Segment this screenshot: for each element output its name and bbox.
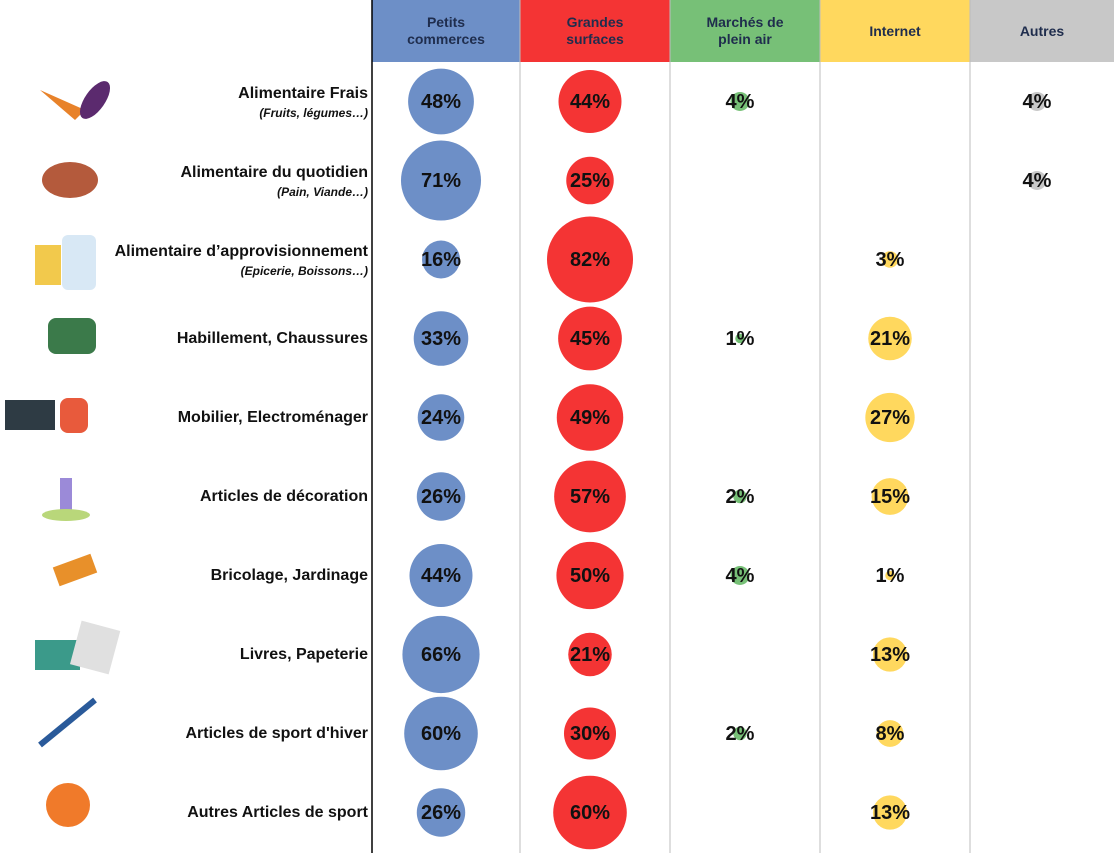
bubble-table: 48% 44% 4% 4% 71% 25% 4% 16% 82% 3% 33% 45% 1% 21% 24%… [0,0,1114,853]
value-label: 4% [1023,170,1052,192]
value-label: 21% [570,644,610,666]
desk-icon [5,400,55,430]
candle-icon [60,478,72,510]
candle-base-icon [42,509,90,521]
category: Habillement, Chaussures [110,328,368,350]
value-label: 3% [876,249,905,271]
column-header: Internet [820,0,970,62]
category: Alimentaire Frais [110,83,368,105]
value-label: 25% [570,170,610,192]
row-label: Alimentaire du quotidien(Pain, Viande…) [110,141,368,220]
category-note: (Pain, Viande…) [110,184,368,200]
jar-icon [35,245,61,285]
value-label: 30% [570,723,610,745]
row-label: Bricolage, Jardinage [110,536,368,615]
value-label: 15% [870,486,910,508]
value-label: 50% [570,565,610,587]
category: Articles de décoration [110,486,368,508]
column-header: Marchés de plein air [670,0,820,62]
row-label: Alimentaire Frais(Fruits, légumes…) [110,62,368,141]
row-label: Articles de sport d'hiver [110,694,368,773]
value-label: 2% [726,486,755,508]
meat-icon [42,162,98,198]
category: Autres Articles de sport [110,802,368,824]
ball-icon [46,783,90,827]
value-label: 60% [421,723,461,745]
value-label: 48% [421,91,461,113]
value-label: 4% [726,91,755,113]
icons [5,76,120,827]
value-label: 57% [570,486,610,508]
value-label: 16% [421,249,461,271]
bottle-icon [62,235,96,290]
category: Livres, Papeterie [110,644,368,666]
value-label: 2% [726,723,755,745]
value-label: 27% [870,407,910,429]
row-label: Livres, Papeterie [110,615,368,694]
value-label: 4% [726,565,755,587]
value-label: 1% [726,328,755,350]
category: Bricolage, Jardinage [110,565,368,587]
column-header: Grandes surfaces [520,0,670,62]
row-label: Mobilier, Electroménager [110,378,368,457]
row-label: Alimentaire d’approvisionnement(Epicerie… [110,220,368,299]
value-label: 45% [570,328,610,350]
value-label: 1% [876,565,905,587]
value-label: 66% [421,644,461,666]
value-label: 60% [570,802,610,824]
clothes-icon [48,318,96,354]
category: Articles de sport d'hiver [110,723,368,745]
value-label: 4% [1023,91,1052,113]
category-note: (Fruits, légumes…) [110,105,368,121]
category: Alimentaire du quotidien [110,162,368,184]
ski-icon [40,700,95,745]
category-note: (Epicerie, Boissons…) [110,263,368,279]
value-label: 49% [570,407,610,429]
value-label: 71% [421,170,461,192]
value-label: 21% [870,328,910,350]
category: Mobilier, Electroménager [110,407,368,429]
appliance-icon [60,398,88,433]
value-label: 44% [421,565,461,587]
value-label: 13% [870,802,910,824]
row-label: Autres Articles de sport [110,773,368,852]
drill-icon [53,554,97,586]
value-label: 26% [421,802,461,824]
row-label: Habillement, Chaussures [110,299,368,378]
column-header: Autres [970,0,1114,62]
column-header: Petits commerces [372,0,520,62]
value-label: 33% [421,328,461,350]
row-label: Articles de décoration [110,457,368,536]
value-label: 8% [876,723,905,745]
value-label: 82% [570,249,610,271]
value-label: 13% [870,644,910,666]
value-label: 44% [570,91,610,113]
carrot-icon [40,90,85,120]
category: Alimentaire d’approvisionnement [110,241,368,263]
value-label: 24% [421,407,461,429]
value-label: 26% [421,486,461,508]
